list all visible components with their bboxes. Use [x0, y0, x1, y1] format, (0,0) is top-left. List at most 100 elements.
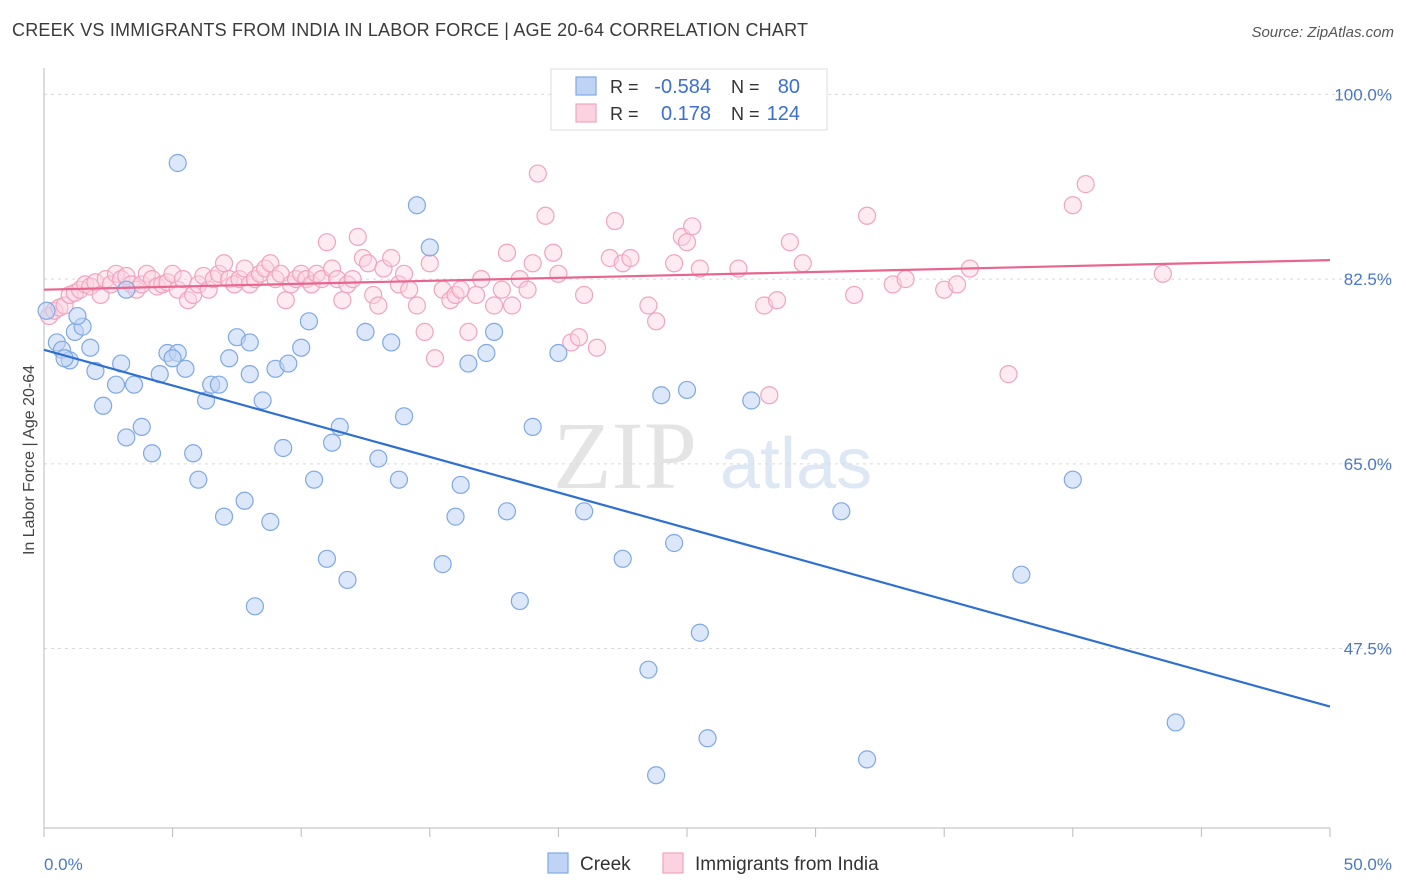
india-point	[425, 349, 445, 368]
legend-swatch-creek	[575, 76, 597, 96]
creek-point	[485, 322, 504, 341]
india-point	[760, 386, 779, 405]
india-point	[569, 328, 589, 347]
india-point	[587, 338, 607, 357]
india-point	[503, 296, 522, 315]
creek-point	[446, 507, 465, 526]
india-point	[665, 254, 684, 273]
india-point	[137, 264, 156, 283]
creek-point	[106, 375, 126, 394]
creek-point	[142, 444, 162, 463]
creek-point	[132, 417, 151, 436]
creek-point	[639, 660, 658, 679]
creek-point	[240, 333, 259, 352]
x-tick-label-max: 50.0%	[1344, 855, 1392, 874]
india-point	[647, 312, 666, 331]
india-point	[677, 233, 697, 252]
india-point	[639, 296, 658, 315]
india-point	[230, 270, 249, 289]
creek-point	[389, 470, 409, 489]
india-point	[492, 280, 511, 299]
india-point	[276, 291, 295, 310]
y-axis-label: In Labor Force | Age 20-64	[21, 365, 38, 555]
india-point	[394, 264, 414, 283]
india-point	[322, 259, 342, 278]
creek-point	[176, 359, 195, 378]
creek-point	[209, 375, 228, 394]
creek-point	[690, 623, 709, 642]
creek-point	[168, 153, 187, 173]
creek-point	[279, 354, 298, 373]
creek-point	[394, 407, 414, 426]
x-ticks	[43, 828, 1331, 837]
india-point	[793, 254, 812, 273]
india-point	[389, 275, 409, 294]
india-point	[1076, 175, 1095, 194]
top-legend: R = -0.584 N = 80 R = 0.178 N = 124	[550, 68, 828, 131]
creek-point	[240, 365, 259, 384]
india-point	[767, 291, 787, 310]
creek-point	[304, 470, 324, 489]
legend-r-label-india: R =	[610, 104, 639, 124]
creek-point	[124, 375, 144, 394]
india-point	[369, 296, 388, 315]
creek-point	[433, 555, 452, 574]
creek-point	[235, 491, 254, 510]
india-point	[536, 206, 555, 225]
india-point	[348, 227, 367, 246]
x-tick-label-min: 0.0%	[44, 855, 83, 874]
india-point	[466, 285, 486, 305]
india-point	[420, 254, 439, 273]
creek-point	[1166, 713, 1185, 732]
india-point	[575, 285, 594, 305]
india-point	[621, 248, 640, 268]
creek-point	[338, 570, 357, 590]
legend-r-value-india: 0.178	[661, 103, 711, 125]
india-point	[446, 285, 465, 305]
creek-point	[459, 354, 478, 373]
y-tick-label: 82.5%	[1344, 270, 1392, 289]
india-point	[338, 275, 357, 294]
creek-point	[407, 196, 427, 215]
creek-point	[214, 507, 234, 526]
watermark-zip: ZIP	[553, 402, 697, 509]
y-tick-label: 65.0%	[1344, 455, 1392, 474]
creek-point	[832, 502, 851, 521]
creek-point	[1012, 565, 1031, 584]
india-point	[845, 285, 864, 305]
india-point	[343, 270, 362, 289]
india-point	[497, 243, 517, 262]
india-point	[364, 285, 383, 305]
india-point	[605, 211, 625, 231]
india-point	[209, 264, 228, 283]
creek-point	[742, 391, 761, 410]
creek-point	[523, 417, 542, 436]
creek-point	[94, 396, 113, 415]
creek-point	[68, 306, 87, 326]
creek-point	[117, 280, 136, 299]
creek-point	[382, 333, 401, 352]
creek-point	[274, 438, 293, 458]
india-point	[214, 254, 234, 273]
india-point	[382, 248, 401, 268]
india-point	[178, 291, 198, 310]
creek-point	[857, 750, 877, 769]
creek-trend-line	[43, 348, 1331, 708]
india-point	[1153, 264, 1172, 283]
india-point	[690, 259, 709, 278]
india-point	[451, 280, 470, 299]
creek-point	[369, 449, 388, 468]
india-point	[415, 322, 434, 341]
creek-point	[652, 386, 671, 405]
creek-point	[665, 533, 684, 553]
creek-point	[613, 549, 632, 568]
india-point	[896, 270, 915, 289]
creek-point	[261, 512, 280, 531]
creek-point	[245, 597, 265, 616]
india-point	[1063, 196, 1082, 215]
india-point	[358, 254, 378, 273]
creek-point	[317, 549, 337, 568]
bottom-legend: Creek Immigrants from India	[547, 852, 879, 875]
legend-n-label-india: N =	[731, 104, 760, 124]
